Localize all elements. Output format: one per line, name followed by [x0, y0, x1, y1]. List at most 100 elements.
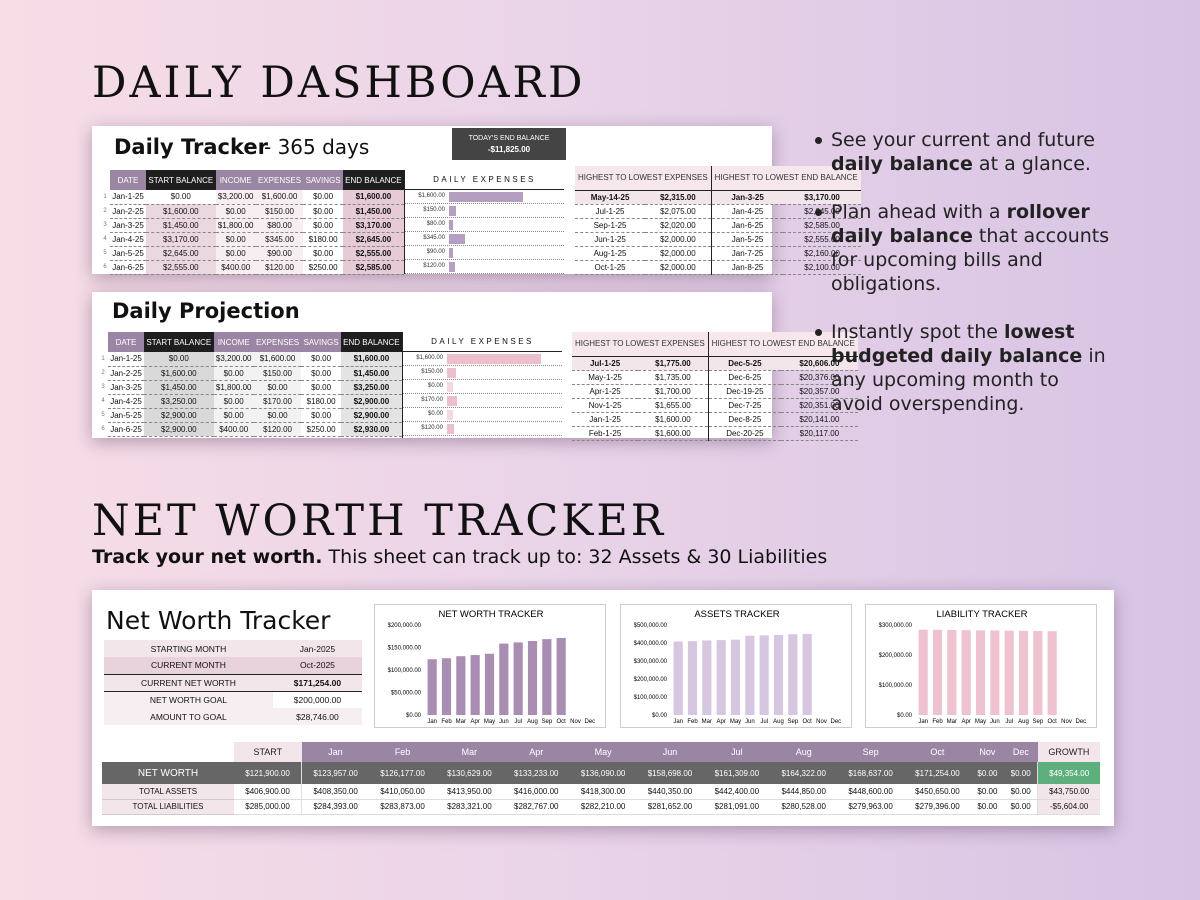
table-row[interactable]: 3 Jan-3-25 $1,450.00 $1,800.00 $80.00 $0.00 $3…: [100, 218, 404, 233]
rank-cell[interactable]: $2,555.00: [783, 232, 861, 247]
rank-cell[interactable]: $2,000.00: [645, 246, 712, 261]
table-row[interactable]: 4 Jan-4-25 $3,250.00 $0.00 $170.00 $180.00 $2,…: [98, 394, 402, 409]
summary-value[interactable]: $28,746.00: [272, 708, 362, 725]
cell-start[interactable]: $2,645.00: [145, 246, 216, 261]
table-row[interactable]: 5 Jan-5-25 $2,900.00 $0.00 $0.00 $0.00 $2,900.…: [98, 408, 402, 423]
nw-cell[interactable]: $158,698.00: [636, 762, 704, 784]
table-row[interactable]: 4 Jan-4-25 $3,170.00 $0.00 $345.00 $180.00 $2,…: [100, 232, 404, 247]
cell-income[interactable]: $400.00: [215, 260, 256, 275]
cell-start[interactable]: $0.00: [145, 190, 216, 205]
cell-end[interactable]: $2,645.00: [342, 232, 404, 247]
nw-cell[interactable]: $279,396.00: [904, 799, 971, 815]
cell-savings[interactable]: $0.00: [301, 352, 341, 367]
cell-date[interactable]: Jan-4-25: [108, 394, 144, 409]
rank-cell[interactable]: Dec-19-25: [708, 384, 782, 399]
cell-income[interactable]: $400.00: [213, 422, 254, 437]
cell-start[interactable]: $1,450.00: [145, 218, 216, 233]
rank-cell[interactable]: $1,655.00: [638, 398, 709, 413]
cell-date[interactable]: Jan-2-25: [108, 366, 144, 381]
cell-income[interactable]: $1,800.00: [213, 380, 254, 395]
cell-savings[interactable]: $250.00: [303, 260, 343, 275]
rank-row[interactable]: Jun-1-25 $2,000.00 Jan-5-25 $2,555.00: [575, 232, 861, 247]
summary-value[interactable]: $200,000.00: [272, 691, 362, 708]
cell-date[interactable]: Jan-6-25: [108, 422, 144, 437]
rank-cell[interactable]: $20,141.00: [781, 412, 858, 427]
nw-row[interactable]: TOTAL LIABILITIES $285,000.00 $284,393.00 $…: [102, 799, 1100, 815]
cell-start[interactable]: $1,600.00: [143, 366, 214, 381]
rank-row[interactable]: May-14-25 $2,315.00 Jan-3-25 $3,170.00: [575, 190, 861, 205]
cell-date[interactable]: Jan-4-25: [110, 232, 146, 247]
cell-end[interactable]: $2,900.00: [340, 394, 402, 409]
cell-end[interactable]: $1,600.00: [342, 190, 404, 205]
rank-cell[interactable]: Jan-7-25: [711, 246, 784, 261]
cell-savings[interactable]: $0.00: [301, 366, 341, 381]
nw-cell[interactable]: $130,629.00: [435, 762, 503, 784]
cell-end[interactable]: $1,450.00: [342, 204, 404, 219]
nw-cell[interactable]: $126,177.00: [369, 762, 436, 784]
nw-cell[interactable]: $0.00: [1003, 762, 1039, 784]
nw-cell[interactable]: $0.00: [1003, 799, 1039, 815]
rank-row[interactable]: Apr-1-25 $1,700.00 Dec-19-25 $20,357.00: [572, 384, 858, 399]
nw-cell[interactable]: $413,950.00: [435, 784, 503, 800]
cell-savings[interactable]: $250.00: [301, 422, 341, 437]
cell-start[interactable]: $2,900.00: [143, 422, 214, 437]
table-row[interactable]: 6 Jan-6-25 $2,555.00 $400.00 $120.00 $250.00 $…: [100, 260, 404, 275]
rank-cell[interactable]: $2,645.00: [783, 204, 861, 219]
cell-expenses[interactable]: $90.00: [255, 246, 304, 261]
cell-date[interactable]: Jan-2-25: [110, 204, 146, 219]
cell-expenses[interactable]: $120.00: [253, 422, 302, 437]
rank-row[interactable]: Jul-1-25 $2,075.00 Jan-4-25 $2,645.00: [575, 204, 861, 219]
nw-row[interactable]: TOTAL ASSETS $406,900.00 $408,350.00 $410,0…: [102, 784, 1100, 800]
cell-income[interactable]: $0.00: [215, 232, 256, 247]
rank-cell[interactable]: $2,100.00: [783, 260, 861, 275]
cell-start[interactable]: $3,170.00: [145, 232, 216, 247]
cell-date[interactable]: Jan-1-25: [110, 190, 146, 205]
rank-cell[interactable]: Apr-1-25: [572, 384, 639, 399]
nw-cell[interactable]: $282,210.00: [569, 799, 637, 815]
cell-income[interactable]: $0.00: [215, 204, 256, 219]
nw-cell[interactable]: $280,528.00: [770, 799, 838, 815]
rank-cell[interactable]: Nov-1-25: [572, 398, 639, 413]
rank-cell[interactable]: May-1-25: [572, 370, 639, 385]
rank-cell[interactable]: $20,606.00: [781, 356, 858, 371]
cell-expenses[interactable]: $1,600.00: [255, 190, 304, 205]
nw-cell[interactable]: $121,900.00: [234, 762, 303, 784]
cell-expenses[interactable]: $150.00: [255, 204, 304, 219]
table-row[interactable]: 2 Jan-2-25 $1,600.00 $0.00 $150.00 $0.00 $1,45…: [100, 204, 404, 219]
nw-cell[interactable]: $164,322.00: [770, 762, 838, 784]
nw-cell[interactable]: $0.00: [970, 762, 1004, 784]
rank-cell[interactable]: Jan-8-25: [711, 260, 784, 275]
cell-end[interactable]: $1,450.00: [340, 366, 402, 381]
cell-income[interactable]: $1,800.00: [215, 218, 256, 233]
nw-cell[interactable]: $0.00: [970, 799, 1004, 815]
rank-cell[interactable]: $20,376.00: [781, 370, 858, 385]
cell-start[interactable]: $1,450.00: [143, 380, 214, 395]
rank-cell[interactable]: $2,075.00: [645, 204, 712, 219]
cell-savings[interactable]: $180.00: [303, 232, 343, 247]
cell-start[interactable]: $2,900.00: [143, 408, 214, 423]
nw-cell[interactable]: $133,233.00: [502, 762, 570, 784]
rank-cell[interactable]: $3,170.00: [783, 190, 861, 205]
nw-cell[interactable]: $416,000.00: [502, 784, 570, 800]
nw-cell[interactable]: $406,900.00: [234, 784, 303, 800]
rank-cell[interactable]: $1,775.00: [638, 356, 709, 371]
nw-cell[interactable]: $136,090.00: [569, 762, 637, 784]
rank-cell[interactable]: Jan-5-25: [711, 232, 784, 247]
rank-cell[interactable]: Jan-4-25: [711, 204, 784, 219]
table-row[interactable]: 5 Jan-5-25 $2,645.00 $0.00 $90.00 $0.00 $2,555…: [100, 246, 404, 261]
rank-cell[interactable]: $1,735.00: [638, 370, 709, 385]
nw-cell[interactable]: $283,873.00: [369, 799, 436, 815]
cell-end[interactable]: $2,555.00: [342, 246, 404, 261]
cell-end[interactable]: $2,930.00: [340, 422, 402, 437]
rank-cell[interactable]: Jul-1-25: [575, 204, 646, 219]
cell-income[interactable]: $0.00: [215, 246, 256, 261]
nw-cell[interactable]: $161,309.00: [703, 762, 771, 784]
rank-cell[interactable]: Dec-7-25: [708, 398, 782, 413]
rank-cell[interactable]: $2,160.00: [783, 246, 861, 261]
rank-cell[interactable]: $2,585.00: [783, 218, 861, 233]
cell-start[interactable]: $1,600.00: [145, 204, 216, 219]
cell-start[interactable]: $0.00: [143, 352, 214, 367]
cell-expenses[interactable]: $80.00: [255, 218, 304, 233]
cell-start[interactable]: $2,555.00: [145, 260, 216, 275]
nw-cell[interactable]: -$5,604.00: [1037, 799, 1100, 815]
